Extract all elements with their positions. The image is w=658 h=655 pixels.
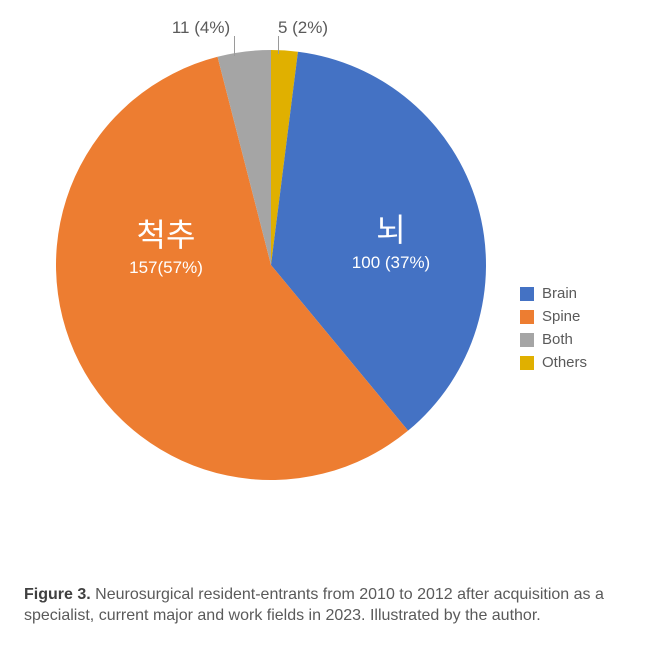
slice-sub-both: 11 (4%) xyxy=(161,17,241,38)
slice-label-brain: 뇌 100 (37%) xyxy=(311,210,471,273)
legend-label-others: Others xyxy=(542,354,587,371)
legend-item-both: Both xyxy=(520,331,650,348)
slice-label-others: 5 (2%) xyxy=(268,15,338,38)
legend-swatch-others xyxy=(520,356,534,370)
legend-label-both: Both xyxy=(542,331,573,348)
legend-swatch-spine xyxy=(520,310,534,324)
legend-item-others: Others xyxy=(520,354,650,371)
legend-swatch-both xyxy=(520,333,534,347)
slice-main-brain: 뇌 xyxy=(311,210,471,250)
slice-label-spine: 척추 157(57%) xyxy=(86,215,246,278)
slice-sub-spine: 157(57%) xyxy=(86,257,246,278)
legend-item-brain: Brain xyxy=(520,285,650,302)
legend-label-brain: Brain xyxy=(542,285,577,302)
leader-line-others xyxy=(278,36,279,54)
legend-swatch-brain xyxy=(520,287,534,301)
slice-main-spine: 척추 xyxy=(86,215,246,255)
slice-sub-brain: 100 (37%) xyxy=(311,252,471,273)
figure-caption: Figure 3. Neurosurgical resident-entrant… xyxy=(24,584,634,627)
slice-label-both: 11 (4%) xyxy=(161,15,241,38)
legend-item-spine: Spine xyxy=(520,308,650,325)
figure-container: 뇌 100 (37%) 척추 157(57%) 11 (4%) 5 (2%) B… xyxy=(0,0,658,655)
chart-area: 뇌 100 (37%) 척추 157(57%) 11 (4%) 5 (2%) B… xyxy=(16,20,642,540)
leader-line-both xyxy=(234,36,235,56)
caption-lead: Figure 3. xyxy=(24,586,91,603)
caption-text: Neurosurgical resident-entrants from 201… xyxy=(24,586,604,625)
legend-label-spine: Spine xyxy=(542,308,580,325)
legend: Brain Spine Both Others xyxy=(520,285,650,377)
